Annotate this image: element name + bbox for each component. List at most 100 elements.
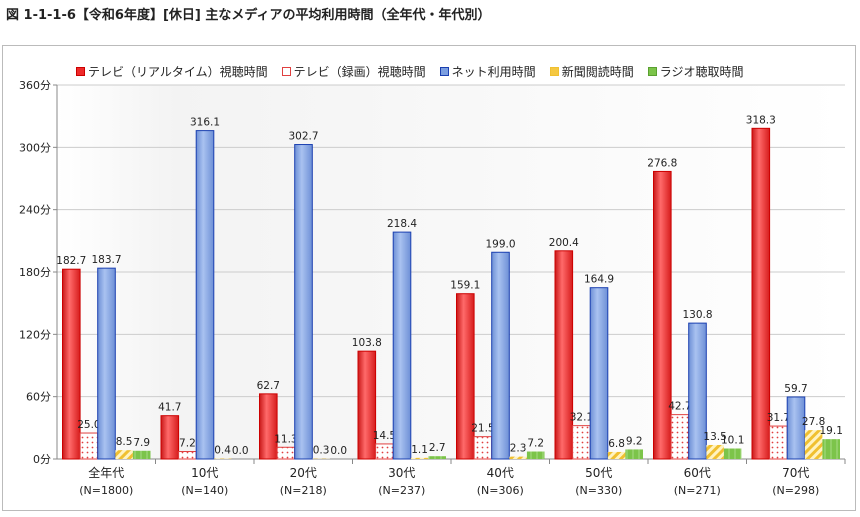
data-label: 199.0 [485, 238, 515, 250]
bar [804, 430, 823, 459]
x-tick-n-label: (N=306) [477, 484, 524, 497]
bar [456, 293, 475, 460]
legend-label: ラジオ聴取時間 [659, 65, 744, 79]
bar [473, 436, 493, 460]
x-tick-label: 50代 [585, 466, 612, 480]
data-label: 14.5 [373, 430, 396, 442]
bar [706, 444, 724, 459]
data-label: 13.5 [703, 431, 726, 443]
x-tick-n-label: (N=140) [181, 484, 228, 497]
bar [670, 414, 690, 460]
y-tick-label: 180分 [19, 266, 51, 279]
bar [259, 393, 278, 460]
legend-item: ネット利用時間 [439, 63, 536, 80]
data-label: 11.3 [274, 433, 297, 445]
data-label: 218.4 [387, 218, 417, 230]
bar [607, 451, 626, 459]
bar [509, 456, 527, 459]
legend-item: 新聞閲読時間 [549, 63, 634, 80]
bar [822, 439, 840, 459]
bar [491, 251, 510, 460]
bar [723, 448, 742, 459]
y-tick-label: 300分 [19, 141, 51, 154]
x-tick-label: 全年代 [88, 465, 124, 480]
data-label: 159.1 [450, 280, 480, 292]
data-label: 7.2 [527, 438, 544, 450]
bar [160, 415, 180, 460]
y-tick-label: 120分 [19, 328, 51, 341]
data-label: 41.7 [158, 402, 181, 414]
data-label: 200.4 [549, 237, 579, 249]
bar [653, 170, 672, 460]
y-tick-label: 360分 [19, 79, 51, 92]
data-label: 27.8 [802, 416, 825, 428]
x-tick-n-label: (N=237) [378, 484, 425, 497]
bar [526, 451, 545, 459]
bar [786, 396, 806, 460]
chart-frame [2, 45, 856, 511]
y-tick-label: 0分 [33, 453, 51, 466]
bar [751, 127, 771, 460]
legend-label: テレビ（リアルタイム）視聴時間 [88, 65, 268, 79]
data-label: 2.3 [510, 443, 527, 455]
data-label: 10.1 [721, 435, 744, 447]
data-label: 25.0 [77, 419, 100, 431]
data-label: 276.8 [647, 157, 677, 169]
x-tick-n-label: (N=271) [674, 484, 721, 497]
data-label: 302.7 [288, 131, 318, 143]
legend-swatch [281, 67, 291, 76]
y-tick-label: 240分 [19, 204, 51, 217]
data-label: 182.7 [56, 255, 86, 267]
bar [357, 350, 377, 460]
data-label: 21.5 [471, 423, 494, 435]
bar [97, 267, 116, 460]
data-label: 7.9 [133, 437, 150, 449]
data-label: 0.4 [214, 445, 231, 457]
data-label: 2.7 [429, 442, 446, 454]
data-label: 42.7 [668, 401, 691, 413]
data-label: 9.2 [626, 435, 643, 447]
data-label: 316.1 [190, 117, 220, 129]
legend-swatch [549, 67, 559, 76]
x-tick-n-label: (N=218) [280, 484, 327, 497]
data-label: 6.8 [608, 438, 625, 450]
x-tick-n-label: (N=330) [575, 484, 622, 497]
x-tick-label: 70代 [782, 466, 809, 480]
bar [178, 451, 197, 460]
data-label: 31.7 [767, 412, 790, 424]
data-label: 164.9 [584, 274, 614, 286]
bar [195, 130, 215, 460]
bar [294, 144, 313, 460]
legend-label: 新聞閲読時間 [561, 65, 634, 79]
data-label: 8.5 [116, 436, 133, 448]
legend-swatch [647, 67, 657, 76]
data-label: 62.7 [257, 380, 280, 392]
x-tick-label: 10代 [191, 466, 218, 480]
bar [276, 446, 296, 460]
x-tick-n-label: (N=1800) [79, 484, 133, 497]
x-tick-label: 20代 [290, 466, 317, 480]
legend-item: テレビ（録画）視聴時間 [281, 63, 426, 80]
y-tick-label: 60分 [26, 391, 51, 404]
bar [554, 250, 574, 460]
x-tick-label: 60代 [684, 466, 711, 480]
legend-label: ネット利用時間 [451, 65, 536, 79]
data-label: 103.8 [352, 337, 382, 349]
data-label: 19.1 [820, 425, 843, 437]
legend: テレビ（リアルタイム）視聴時間 テレビ（録画）視聴時間 ネット利用時間 新聞閲読時間 ラ… [76, 63, 743, 80]
data-label: 0.3 [313, 445, 330, 457]
data-label: 183.7 [91, 254, 121, 266]
bar [410, 457, 429, 459]
data-label: 0.0 [232, 445, 249, 457]
bar [115, 450, 133, 459]
bar [769, 425, 788, 460]
data-label: 1.1 [411, 444, 428, 456]
data-label: 59.7 [784, 383, 807, 395]
legend-label: テレビ（録画）視聴時間 [293, 65, 426, 79]
x-tick-n-label: (N=298) [772, 484, 819, 497]
legend-swatch [439, 67, 449, 76]
x-tick-label: 30代 [388, 466, 415, 480]
bar [79, 432, 99, 460]
bar [375, 443, 394, 460]
